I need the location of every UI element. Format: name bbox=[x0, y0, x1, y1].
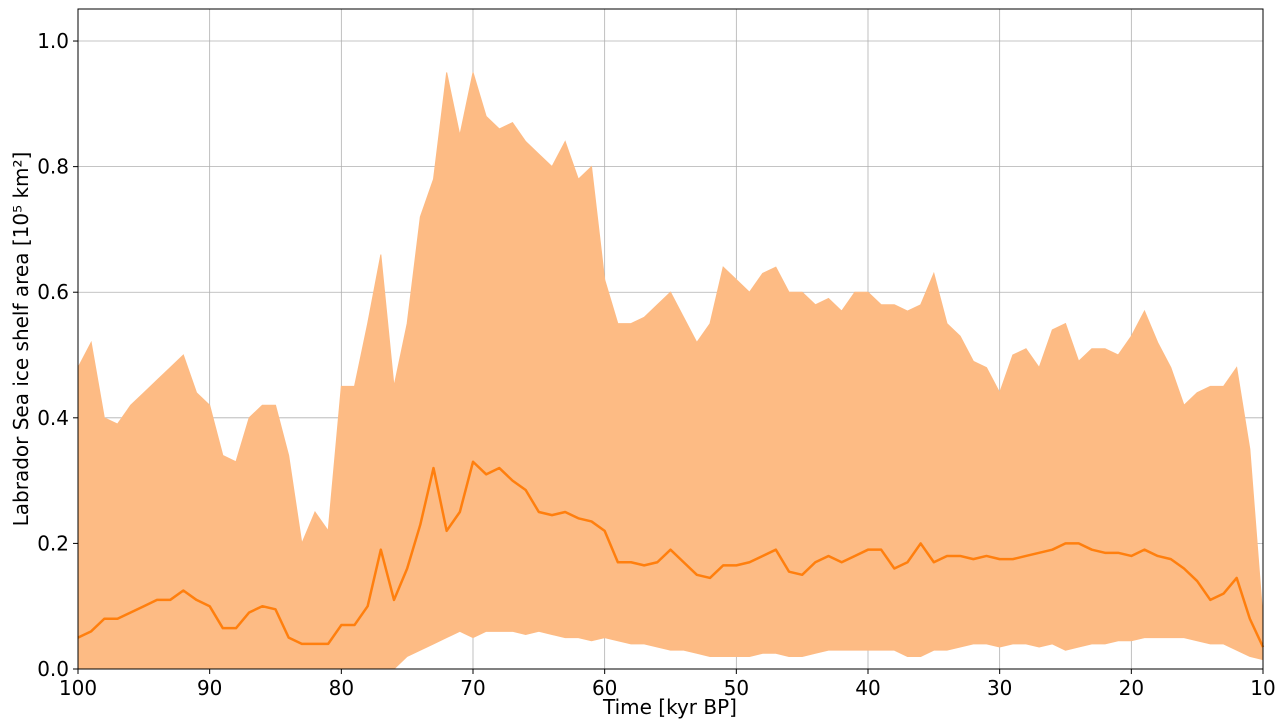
plot-frame bbox=[77, 8, 1264, 670]
y-tick-label: 0.4 bbox=[37, 406, 69, 430]
x-tick-label: 60 bbox=[592, 676, 617, 700]
y-tick-label: 0.6 bbox=[37, 280, 69, 304]
x-tick-label: 100 bbox=[59, 676, 97, 700]
x-tick-label: 50 bbox=[724, 676, 749, 700]
y-tick-label: 0.8 bbox=[37, 155, 69, 179]
x-tick-label: 20 bbox=[1119, 676, 1144, 700]
x-axis-label: Time [kyr BP] bbox=[602, 695, 737, 719]
y-tick-label: 1.0 bbox=[37, 29, 69, 53]
uncertainty-band bbox=[77, 72, 1264, 670]
x-tick-label: 80 bbox=[329, 676, 354, 700]
x-tick-label: 70 bbox=[460, 676, 485, 700]
x-tick-label: 40 bbox=[855, 676, 880, 700]
y-axis-label: Labrador Sea ice shelf area [10⁵ km²] bbox=[9, 152, 33, 527]
x-tick-label: 90 bbox=[197, 676, 222, 700]
y-tick-label: 0.2 bbox=[37, 531, 69, 555]
y-tick-label: 0.0 bbox=[37, 657, 69, 681]
x-tick-label: 10 bbox=[1250, 676, 1275, 700]
mean-line bbox=[77, 460, 1265, 648]
x-tick-label: 30 bbox=[987, 676, 1012, 700]
